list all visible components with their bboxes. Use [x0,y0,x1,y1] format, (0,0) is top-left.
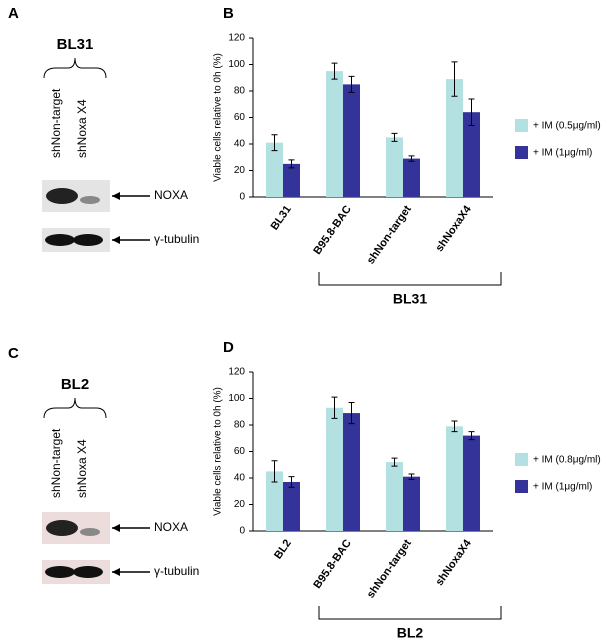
legend-label: + IM (1μg/ml) [533,148,592,159]
bar [266,471,283,531]
error-bar [271,460,278,483]
lane-label: shNon-target [49,428,63,498]
group-label: BL2 [397,625,424,641]
bracket [318,272,502,286]
band [73,566,103,578]
y-tick-label: 100 [228,393,245,404]
legend-swatch [515,453,528,466]
bar [446,426,463,531]
band [45,566,75,578]
error-bar [468,98,475,126]
y-tick-label: 20 [234,499,246,510]
band-label: γ-tubulin [154,232,199,246]
y-axis-label: Viable cells relative to 0h (%) [213,53,224,182]
y-tick-label: 40 [234,473,246,484]
band [73,234,103,246]
error-bar [408,473,415,480]
error-bar [271,134,278,152]
panel-label: A [8,5,19,22]
y-tick-label: 80 [234,420,246,431]
error-bar [331,62,338,80]
panel-label: C [8,345,19,362]
lane-label: shNon-target [49,88,63,158]
panel-label: B [223,5,234,22]
bar [266,142,283,197]
band [80,528,100,536]
y-tick-label: 80 [234,86,246,97]
bar [326,407,343,531]
error-bar [391,457,398,467]
x-tick-label: shNon-target [365,537,414,600]
error-bar [288,159,295,169]
band [46,188,78,204]
group-label: BL2 [61,376,89,393]
bar [463,435,480,531]
error-bar [468,431,475,441]
x-tick-label: BL2 [272,538,294,562]
y-tick-label: 60 [234,446,246,457]
panel-label: D [223,339,234,356]
y-tick-label: 20 [234,165,246,176]
y-tick-label: 120 [228,33,245,44]
y-tick-label: 40 [234,139,246,150]
y-tick-label: 120 [228,367,245,378]
x-tick-label: shNoxaX4 [433,537,474,588]
band [45,234,75,246]
error-bar [288,476,295,488]
legend-swatch [515,480,528,493]
legend-label: + IM (0.5μg/ml) [533,121,601,132]
x-tick-label: shNoxaX4 [433,203,474,254]
band [46,520,78,536]
lane-label: shNoxa X4 [75,99,89,158]
bar [446,79,463,197]
group-label: BL31 [57,36,94,53]
group-label: BL31 [393,291,427,307]
error-bar [391,132,398,142]
band [80,196,100,204]
band-label: NOXA [154,520,188,534]
legend-label: + IM (1μg/ml) [533,482,592,493]
legend-swatch [515,146,528,159]
bar [463,112,480,197]
bracket [318,606,502,620]
band-label: NOXA [154,188,188,202]
error-bar [348,75,355,93]
arrow-head [112,192,120,200]
bar [283,163,300,197]
error-bar [451,420,458,433]
y-tick-label: 60 [234,112,246,123]
brace [43,397,107,419]
bar [403,158,420,197]
bar [343,413,360,531]
y-tick-label: 0 [239,192,245,203]
bar [403,476,420,531]
error-bar [408,155,415,162]
legend-label: + IM (0.8μg/ml) [533,455,601,466]
brace [43,57,107,79]
bar [386,137,403,197]
arrow-head [112,524,120,532]
lane-label: shNoxa X4 [75,439,89,498]
legend-swatch [515,119,528,132]
y-tick-label: 0 [239,526,245,537]
arrow-head [112,568,120,576]
bar [283,481,300,531]
y-axis-label: Viable cells relative to 0h (%) [213,387,224,516]
error-bar [348,401,355,425]
x-tick-label: BL31 [269,204,294,233]
x-tick-label: B95.8-BAC [311,203,353,256]
bar [326,71,343,197]
y-tick-label: 100 [228,59,245,70]
band-label: γ-tubulin [154,564,199,578]
error-bar [331,396,338,419]
x-tick-label: B95.8-BAC [311,537,353,590]
error-bar [451,61,458,97]
x-tick-label: shNon-target [365,203,414,266]
bar [343,84,360,197]
bar [386,462,403,531]
arrow-head [112,236,120,244]
